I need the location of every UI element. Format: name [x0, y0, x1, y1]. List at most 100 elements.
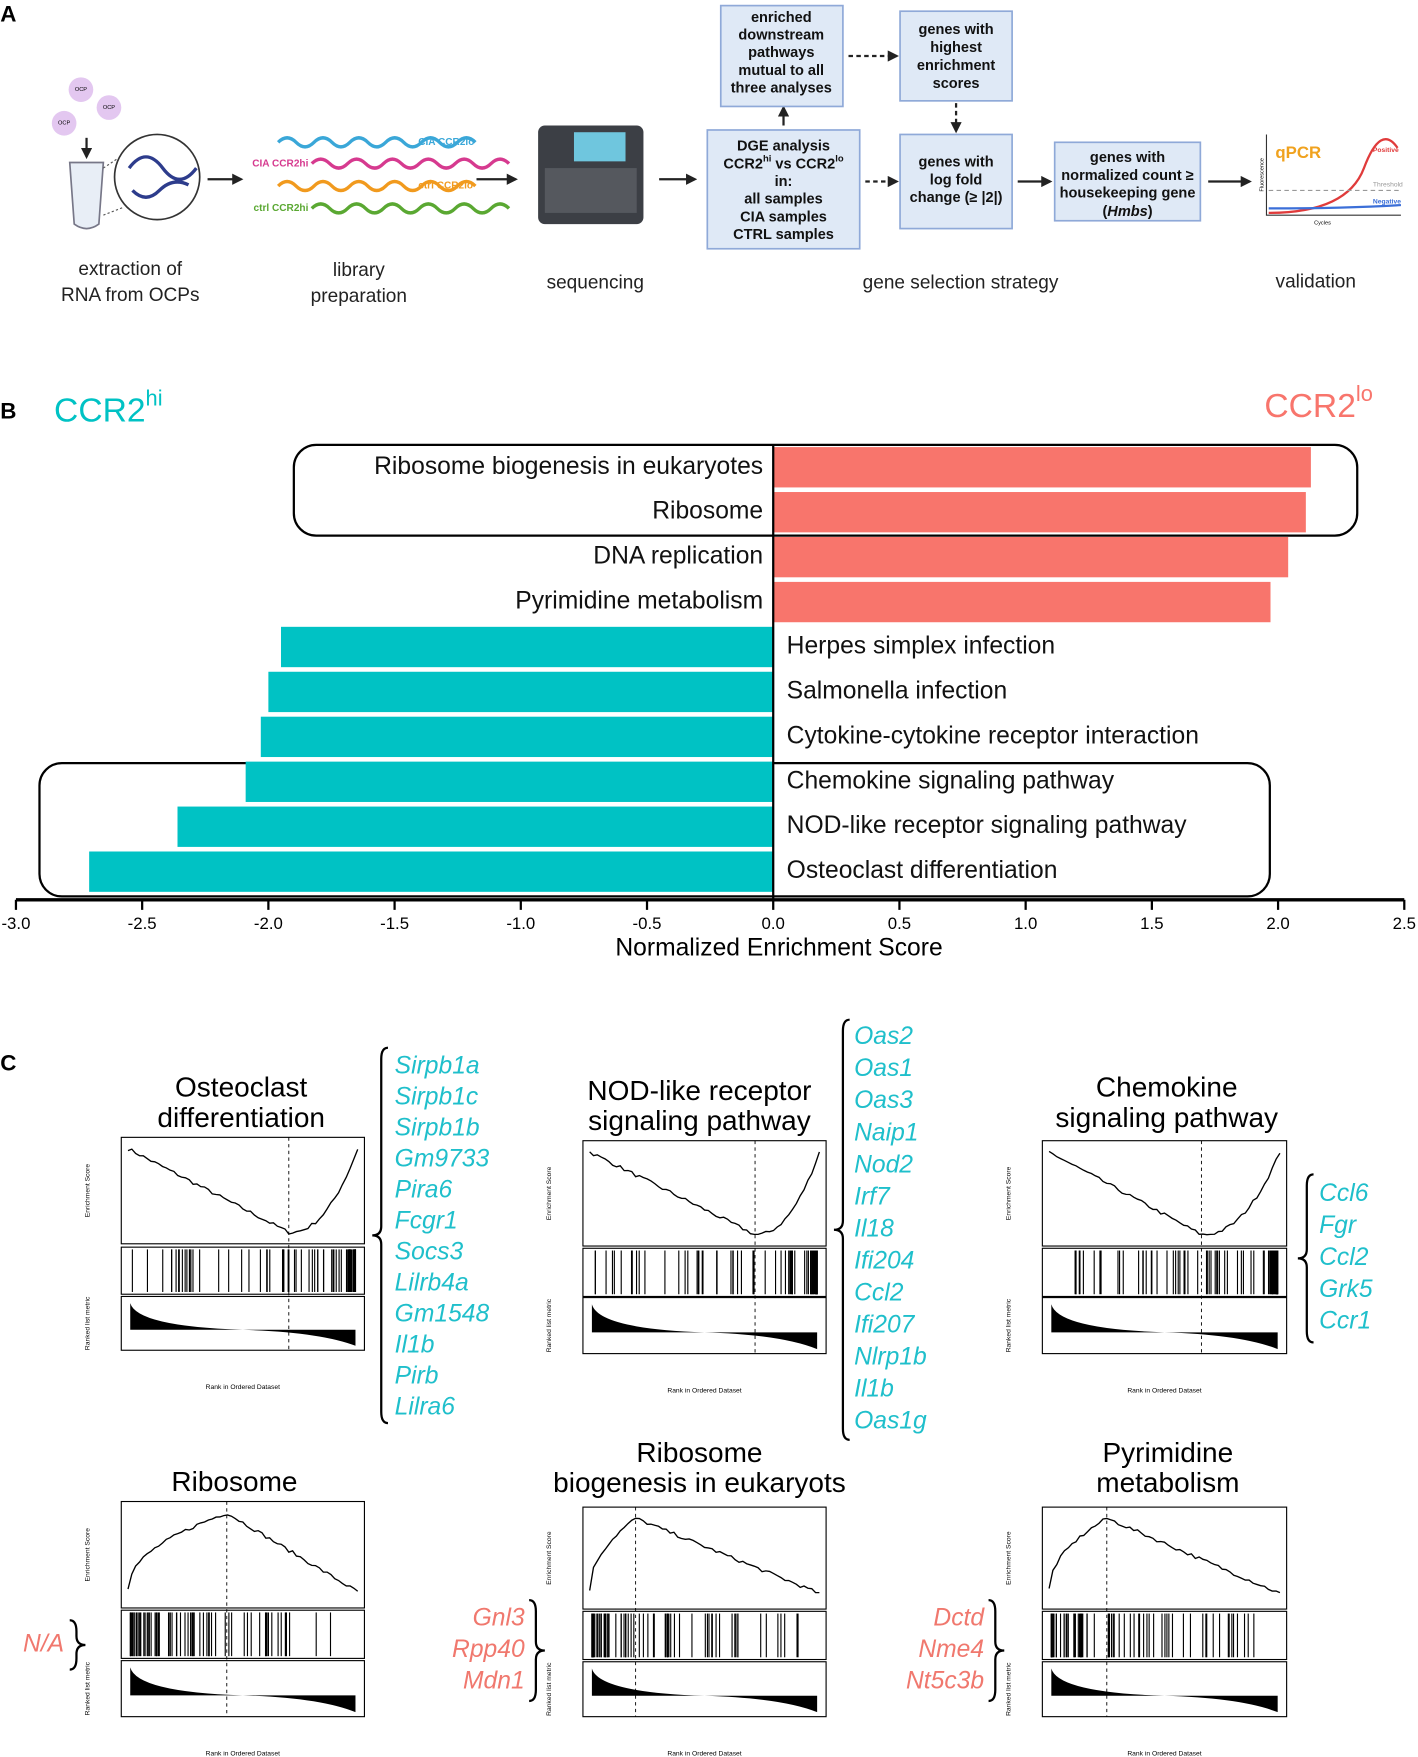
text-part: (: [1102, 204, 1107, 220]
gene-label: Il18: [854, 1215, 894, 1242]
box-text: log fold: [930, 172, 983, 188]
plot-title: biogenesis in eukaryots: [553, 1467, 846, 1498]
gene-label: Il1b: [395, 1332, 435, 1359]
es-curve: [588, 1517, 820, 1594]
x-tick-label: 0.0: [762, 914, 785, 933]
gene-label: Pira6: [395, 1176, 453, 1203]
plot-frame: [582, 1297, 827, 1355]
box-text: change (≥ |2|): [910, 190, 1003, 206]
gene-label: Ccl2: [854, 1280, 904, 1307]
plot-title: differentiation: [157, 1102, 325, 1133]
bar: [773, 536, 1289, 578]
axis-label: Rank in Ordered Dataset: [206, 1750, 280, 1757]
gene-label: Socs3: [395, 1238, 464, 1265]
plot-title: metabolism: [1096, 1467, 1239, 1498]
plot-title: Pyrimidine: [1103, 1437, 1234, 1468]
brace: [1297, 1173, 1314, 1344]
category-label: Ribosome: [652, 498, 763, 525]
gene-label: Ifi204: [854, 1247, 914, 1274]
right-group-label: CCR2lo: [1264, 381, 1373, 425]
text-part: CCR2: [723, 156, 763, 172]
gene-label: Dctd: [933, 1605, 985, 1632]
plot-frame: [120, 1609, 365, 1659]
plot-frame: [120, 1500, 365, 1609]
x-tick-label: 2.5: [1393, 914, 1416, 933]
box-text: genes with: [918, 22, 993, 38]
step-caption: extraction of: [78, 259, 182, 280]
plot-title: NOD-like receptor: [587, 1075, 811, 1106]
plot-frame: [1041, 1610, 1288, 1661]
group-outline: [292, 443, 1359, 537]
text-part: ): [1148, 204, 1153, 220]
plot-frame: [582, 1661, 827, 1718]
gene-label: Ccr1: [1319, 1308, 1371, 1335]
metric-area: [1051, 1668, 1278, 1713]
step-caption: preparation: [311, 286, 407, 307]
gene-label: Ifi207: [854, 1312, 916, 1339]
gene-label: Oas2: [854, 1023, 913, 1050]
library-label: ctrl CCR2hi: [254, 203, 309, 214]
category-label: Cytokine-cytokine receptor interaction: [787, 722, 1199, 749]
axis-label: Enrichment Score: [84, 1164, 91, 1218]
superscript: lo: [1356, 381, 1373, 406]
box-text: enriched: [751, 10, 812, 26]
gene-label: Fgr: [1319, 1212, 1358, 1239]
x-tick-label: 1.5: [1140, 914, 1163, 933]
gene-label: Il1b: [854, 1376, 894, 1403]
axis-label: Ranked list metric: [546, 1662, 553, 1716]
ocp-label: OCP: [103, 105, 115, 111]
qpcr-label: Threshold: [1373, 182, 1403, 189]
category-label: NOD-like receptor signaling pathway: [787, 812, 1188, 839]
gene-label: Sirpb1b: [395, 1114, 480, 1141]
axis-label: Rank in Ordered Dataset: [206, 1384, 280, 1391]
plot-frame: [582, 1140, 827, 1247]
bar: [260, 716, 774, 758]
qpcr-axis-label: Cycles: [1314, 220, 1331, 226]
gene-label: Rpp40: [452, 1636, 525, 1663]
superscript: hi: [763, 153, 771, 164]
panel-label: C: [0, 1050, 16, 1075]
x-tick-label: -0.5: [633, 914, 662, 933]
library-label: CIA CCR2lo: [418, 137, 474, 148]
es-curve: [127, 1148, 359, 1235]
gene-label: Nod2: [854, 1151, 913, 1178]
axis-label: Ranked list metric: [1006, 1298, 1013, 1352]
x-tick-label: 0.5: [888, 914, 911, 933]
axis-label: Rank in Ordered Dataset: [667, 1750, 741, 1757]
gene-label: Oas1: [854, 1055, 913, 1082]
metric-area: [591, 1668, 818, 1713]
gene-label: Lilrb4a: [395, 1270, 469, 1297]
box-text: in:: [775, 174, 793, 190]
text-part: CCR2: [54, 392, 146, 429]
plot-title: signaling pathway: [588, 1105, 811, 1136]
plot-title: Osteoclast: [175, 1072, 307, 1103]
gene-label: Fcgr1: [395, 1207, 458, 1234]
es-curve: [589, 1151, 821, 1236]
gene-label: Nlrp1b: [854, 1344, 927, 1371]
plot-title: Ribosome: [636, 1437, 762, 1468]
gene-label: N/A: [23, 1630, 64, 1657]
gene-label: Nt5c3b: [906, 1667, 984, 1694]
metric-area: [130, 1303, 356, 1346]
gene-label: Nme4: [918, 1636, 984, 1663]
gene-label: Ccl2: [1319, 1244, 1369, 1271]
axis-label: Rank in Ordered Dataset: [667, 1387, 741, 1394]
gene-label: Naip1: [854, 1119, 918, 1146]
es-curve: [1048, 1150, 1281, 1236]
plot-frame: [582, 1506, 827, 1610]
qpcr-title: qPCR: [1275, 143, 1321, 162]
axis-label: Rank in Ordered Dataset: [1127, 1387, 1201, 1394]
gene-label: Sirpb1a: [395, 1052, 480, 1079]
bar: [177, 806, 774, 847]
gene-label: Irf7: [854, 1183, 891, 1210]
gene-label: Pirb: [395, 1363, 439, 1390]
bar: [773, 447, 1311, 488]
box-text: highest: [930, 40, 982, 56]
box-text: CIA samples: [740, 209, 827, 225]
x-tick-label: -1.0: [506, 914, 535, 933]
bar: [773, 492, 1306, 533]
brace: [372, 1046, 389, 1425]
plot-title: Chemokine: [1096, 1072, 1238, 1103]
brace: [529, 1599, 545, 1703]
